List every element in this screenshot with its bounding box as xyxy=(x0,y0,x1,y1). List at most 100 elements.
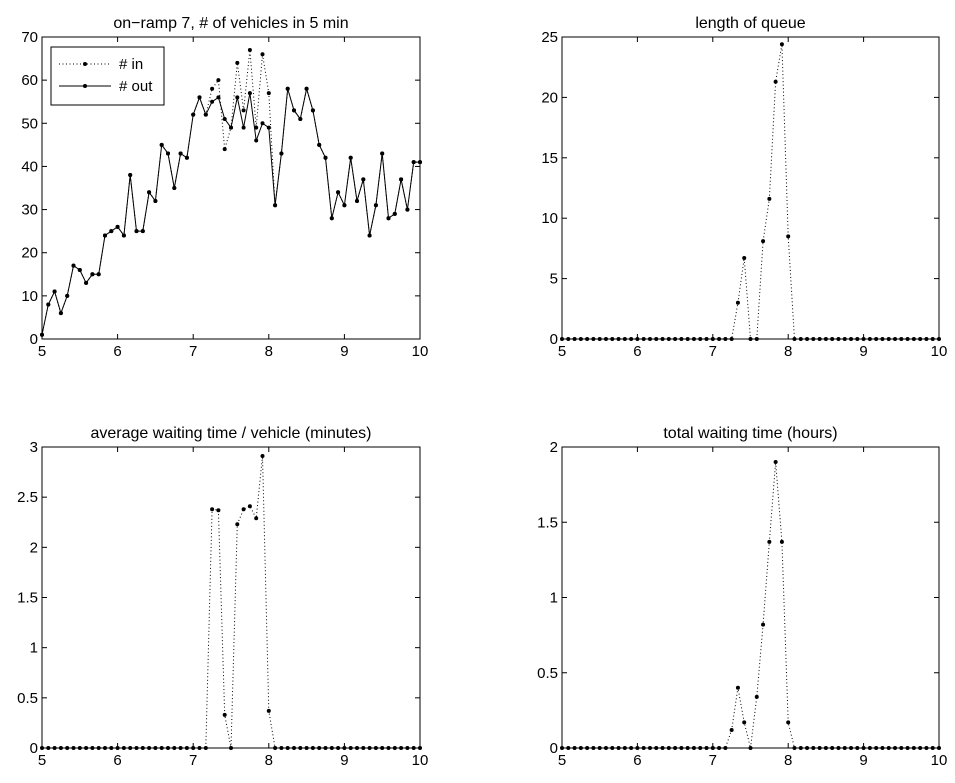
data-point xyxy=(560,337,564,341)
data-point xyxy=(247,47,252,52)
x-tick-label: 5 xyxy=(38,752,46,769)
data-point xyxy=(666,746,671,750)
data-point xyxy=(46,302,51,307)
data-point xyxy=(342,203,347,208)
data-point xyxy=(166,746,170,750)
chart-title: length of queue xyxy=(695,15,805,32)
legend-box xyxy=(50,46,165,106)
data-point xyxy=(392,211,397,216)
chart-title: total waiting time (hours) xyxy=(663,425,837,442)
data-point xyxy=(578,746,583,750)
data-point xyxy=(591,337,596,341)
y-tick-label: 1.5 xyxy=(17,590,38,607)
data-point xyxy=(121,233,126,238)
x-tick-label: 6 xyxy=(633,752,641,769)
data-point xyxy=(849,337,854,341)
data-point xyxy=(115,224,120,229)
data-point xyxy=(893,746,898,750)
data-point xyxy=(805,746,810,750)
legend-label-2: # out xyxy=(119,78,153,95)
data-point xyxy=(216,95,221,100)
data-point xyxy=(779,539,784,544)
y-tick-label: 50 xyxy=(21,115,38,132)
data-point xyxy=(792,746,797,750)
data-point xyxy=(823,337,828,341)
data-point xyxy=(418,160,422,165)
data-point xyxy=(685,337,690,341)
data-point xyxy=(836,746,841,750)
data-point xyxy=(191,112,196,117)
data-point xyxy=(704,337,709,341)
x-tick-label: 8 xyxy=(265,343,273,360)
data-point xyxy=(830,746,835,750)
data-point xyxy=(723,337,728,341)
data-point xyxy=(392,746,397,750)
data-point xyxy=(855,337,860,341)
data-point xyxy=(241,108,246,113)
data-point xyxy=(292,746,296,750)
data-point xyxy=(96,746,101,750)
data-point xyxy=(585,746,590,750)
data-point xyxy=(159,142,164,147)
data-point xyxy=(691,746,696,750)
data-point xyxy=(222,712,227,717)
data-point xyxy=(323,746,328,750)
plot-area-frame xyxy=(561,446,940,749)
data-point xyxy=(216,508,221,513)
data-point xyxy=(279,151,284,156)
data-point xyxy=(273,203,278,208)
data-point xyxy=(298,746,303,750)
data-point xyxy=(880,746,885,750)
y-tick-label: 2 xyxy=(30,539,38,556)
data-point xyxy=(679,337,684,341)
x-tick-label: 6 xyxy=(113,343,121,360)
data-point xyxy=(184,746,189,750)
data-point xyxy=(197,95,202,100)
data-point xyxy=(58,746,63,750)
data-point xyxy=(40,332,44,337)
data-point xyxy=(798,337,803,341)
data-point xyxy=(380,151,385,156)
data-point xyxy=(899,337,904,341)
data-point xyxy=(735,300,740,305)
x-tick-label: 8 xyxy=(784,752,792,769)
data-point xyxy=(292,108,296,113)
plot-area-frame xyxy=(41,446,421,749)
data-point xyxy=(178,746,183,750)
data-point xyxy=(46,746,51,750)
data-point xyxy=(71,746,76,750)
data-point xyxy=(578,337,583,341)
data-point xyxy=(210,507,215,512)
data-point xyxy=(254,125,259,130)
data-point xyxy=(861,746,866,750)
data-point xyxy=(786,234,791,239)
data-point xyxy=(418,746,422,750)
x-tick-label: 7 xyxy=(709,752,717,769)
chart-panel-4: total waiting time (hours) 5 6 7 8 9 10 0 0.5 1 1.… xyxy=(537,425,947,769)
data-point xyxy=(216,78,221,83)
x-tick-label: 10 xyxy=(412,752,429,769)
data-point xyxy=(566,337,571,341)
data-point xyxy=(96,272,101,277)
data-point xyxy=(673,337,678,341)
series-line-1 xyxy=(42,455,420,749)
data-point xyxy=(285,746,290,750)
x-tick-label: 10 xyxy=(931,752,948,769)
data-point xyxy=(779,42,784,47)
data-point xyxy=(235,95,240,100)
x-tick-label: 8 xyxy=(784,343,792,360)
legend-marker-1 xyxy=(83,62,87,66)
data-point xyxy=(386,746,391,750)
data-point xyxy=(635,746,640,750)
data-point xyxy=(723,746,728,750)
legend: # in # out xyxy=(50,46,165,106)
y-tick-label: 2.5 xyxy=(17,489,38,506)
data-point xyxy=(886,746,891,750)
series-line-1 xyxy=(562,44,939,340)
x-tick-label: 7 xyxy=(709,343,717,360)
data-point xyxy=(172,746,177,750)
data-point xyxy=(654,746,659,750)
x-tick-label: 7 xyxy=(189,752,197,769)
data-point xyxy=(128,746,133,750)
data-point xyxy=(603,746,608,750)
